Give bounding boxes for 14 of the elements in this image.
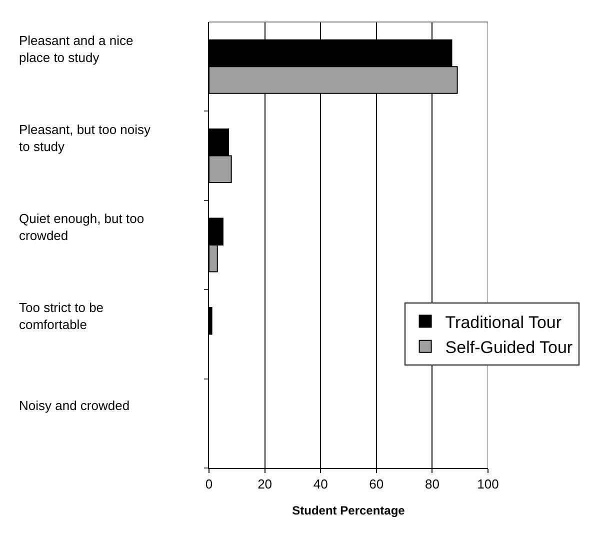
legend-label: Self-Guided Tour [445, 338, 573, 357]
y-tick-label: Quiet enough, but too crowded [19, 211, 144, 243]
y-tick-label: Too strict to be comfortable [19, 300, 104, 332]
y-tick-label: Noisy and crowded [19, 398, 130, 413]
x-tick-label: 80 [424, 476, 440, 492]
y-tick-label: Pleasant, but too noisy to study [19, 122, 152, 154]
x-tick-label: 60 [369, 476, 384, 492]
x-tick-label: 100 [477, 476, 499, 492]
x-tick-label: 20 [258, 476, 272, 492]
legend-label: Traditional Tour [445, 312, 562, 332]
x-tick-label: 40 [313, 476, 328, 492]
x-axis-title: Student Percentage [292, 504, 406, 518]
y-tick-label: Pleasant and a nice place to study [19, 33, 134, 65]
x-tick-label: 0 [205, 476, 213, 492]
